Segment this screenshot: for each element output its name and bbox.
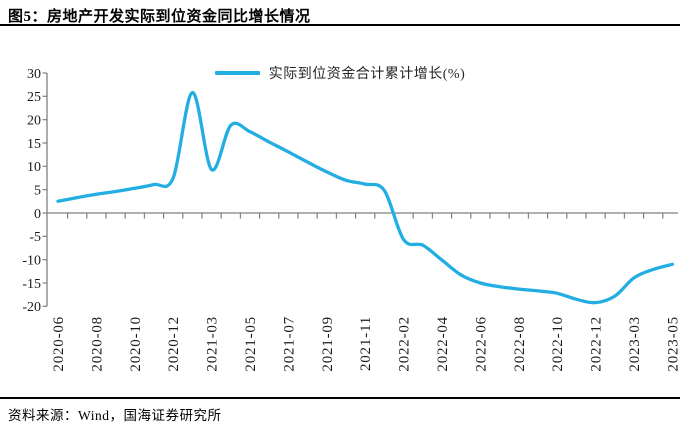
y-tick-label: -20	[22, 300, 41, 315]
y-tick-label: 5	[34, 184, 41, 199]
y-tick-label: 20	[27, 114, 41, 129]
x-tick-label: 2022-04	[435, 316, 451, 372]
x-tick-label: 2021-05	[243, 316, 259, 372]
x-tick-label: 2021-03	[205, 316, 221, 372]
source-note: 资料来源：Wind，国海证券研究所	[8, 408, 222, 423]
x-tick-label: 2022-02	[397, 316, 413, 372]
y-tick-label: 30	[27, 67, 41, 82]
y-tick-label: -15	[22, 277, 41, 292]
y-tick-label: 15	[27, 137, 41, 152]
x-tick-label: 2020-12	[166, 316, 182, 372]
x-tick-label: 2021-09	[320, 316, 336, 372]
x-tick-label: 2022-06	[473, 316, 489, 372]
title-divider	[0, 24, 680, 26]
x-tick-label: 2022-08	[512, 316, 528, 372]
y-tick-label: 10	[27, 160, 41, 175]
footer-divider	[0, 397, 680, 399]
x-tick-label: 2021-11	[358, 316, 374, 371]
x-tick-label: 2020-10	[128, 316, 144, 372]
y-tick-label: -5	[29, 230, 41, 245]
figure-title: 图5：房地产开发实际到位资金同比增长情况	[8, 9, 311, 25]
y-tick-label: -10	[22, 254, 41, 269]
y-tick-label: 25	[27, 90, 41, 105]
legend-line-swatch	[214, 71, 260, 75]
x-tick-label: 2020-06	[51, 316, 67, 372]
x-tick-label: 2021-07	[281, 316, 297, 372]
x-tick-label: 2022-12	[589, 316, 605, 372]
legend-label: 实际到位资金合计累计增长(%)	[268, 67, 466, 82]
x-tick-label: 2023-05	[665, 316, 680, 372]
x-tick-label: 2020-08	[89, 316, 105, 372]
y-tick-label: 0	[34, 207, 41, 222]
x-tick-label: 2022-10	[550, 316, 566, 372]
legend: 实际到位资金合计累计增长(%)	[0, 64, 680, 82]
series-line	[56, 90, 675, 305]
x-tick-label: 2023-03	[627, 316, 643, 372]
